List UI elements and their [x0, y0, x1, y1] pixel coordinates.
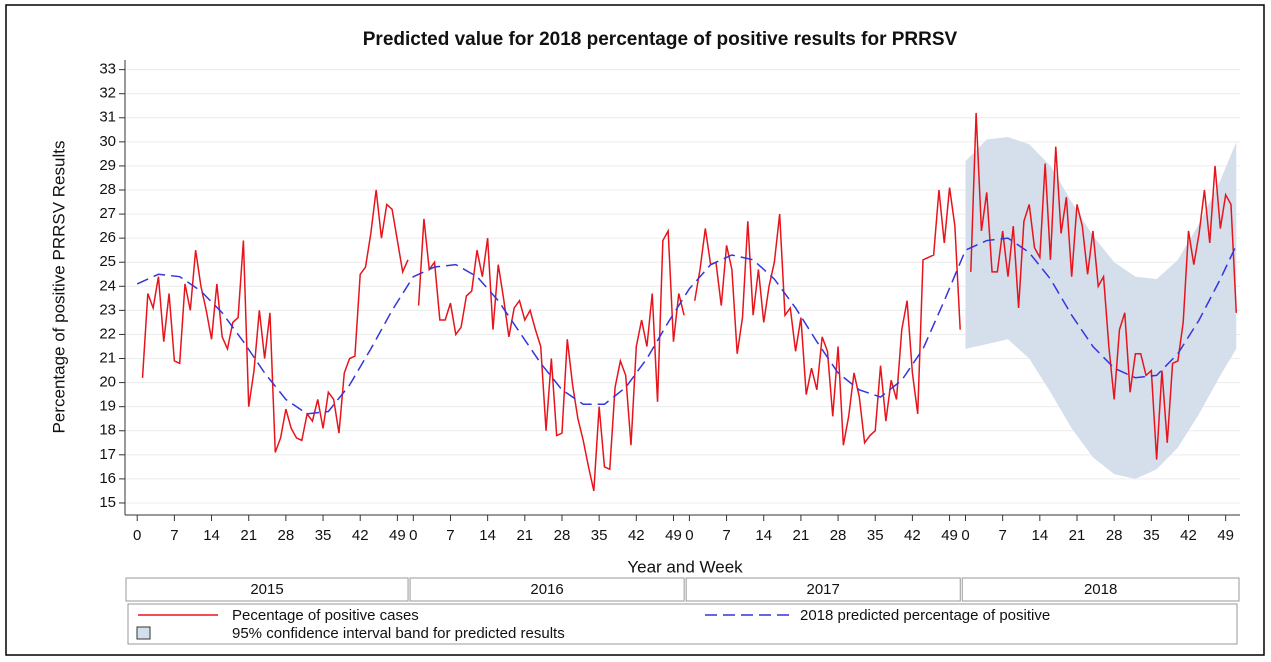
x-tick-label: 42: [352, 527, 369, 544]
x-tick-label: 35: [1143, 527, 1160, 544]
x-tick-label: 49: [1217, 527, 1234, 544]
x-tick-label: 21: [793, 527, 810, 544]
y-tick-label: 26: [99, 229, 116, 246]
x-group-box: [685, 577, 961, 602]
x-tick-label: 14: [479, 527, 496, 544]
y-tick-label: 33: [99, 61, 116, 78]
x-tick-label: 14: [203, 527, 220, 544]
x-tick-label: 28: [1106, 527, 1123, 544]
x-tick-label: 42: [628, 527, 645, 544]
x-tick-label: 7: [722, 527, 730, 544]
x-tick-label: 14: [755, 527, 772, 544]
y-tick-label: 19: [99, 398, 116, 415]
x-tick-label: 42: [904, 527, 921, 544]
y-tick-label: 27: [99, 205, 116, 222]
x-tick-label: 0: [685, 527, 693, 544]
y-tick-label: 20: [99, 374, 116, 391]
x-tick-label: 0: [409, 527, 417, 544]
x-group-label: 2015: [250, 581, 283, 598]
confidence-band: [965, 137, 1237, 479]
legend-label: 2018 predicted percentage of positive: [800, 607, 1050, 624]
y-tick-label: 31: [99, 109, 116, 126]
x-tick-label: 42: [1180, 527, 1197, 544]
legend-swatch: [136, 626, 151, 640]
y-tick-label: 29: [99, 157, 116, 174]
legend-box: [127, 603, 1238, 645]
legend-label: 95% confidence interval band for predict…: [232, 625, 565, 642]
x-tick-label: 21: [516, 527, 533, 544]
x-tick-label: 35: [867, 527, 884, 544]
y-tick-label: 32: [99, 85, 116, 102]
x-group-label: 2018: [1084, 581, 1117, 598]
x-tick-label: 49: [665, 527, 682, 544]
y-tick-label: 25: [99, 253, 116, 270]
legend-label: Pecentage of positive cases: [232, 607, 419, 624]
x-tick-label: 0: [133, 527, 141, 544]
y-tick-label: 30: [99, 133, 116, 150]
chart-border: [5, 4, 1265, 656]
y-tick-label: 18: [99, 422, 116, 439]
x-group-box: [961, 577, 1240, 602]
x-tick-label: 28: [554, 527, 571, 544]
x-tick-label: 49: [389, 527, 406, 544]
series-line: [136, 237, 1237, 415]
y-tick-label: 17: [99, 446, 116, 463]
y-tick-label: 22: [99, 325, 116, 342]
y-tick-label: 23: [99, 301, 116, 318]
chart-title: Predicted value for 2018 percentage of p…: [363, 29, 958, 50]
x-tick-label: 28: [830, 527, 847, 544]
x-tick-label: 7: [998, 527, 1006, 544]
y-tick-label: 21: [99, 349, 116, 366]
x-tick-label: 49: [941, 527, 958, 544]
x-group-box: [125, 577, 409, 602]
x-tick-label: 14: [1031, 527, 1048, 544]
x-tick-label: 35: [315, 527, 332, 544]
y-tick-label: 15: [99, 494, 116, 511]
y-tick-label: 24: [99, 277, 116, 294]
x-group-label: 2016: [530, 581, 563, 598]
series-line: [141, 112, 1238, 492]
x-tick-label: 7: [446, 527, 454, 544]
x-axis-label: Year and Week: [627, 557, 743, 576]
y-tick-label: 16: [99, 470, 116, 487]
x-group-box: [409, 577, 685, 602]
x-tick-label: 21: [240, 527, 257, 544]
x-tick-label: 0: [961, 527, 969, 544]
y-axis-label: Percentage of positive PRRSV Results: [49, 141, 68, 434]
x-tick-label: 7: [170, 527, 178, 544]
x-tick-label: 35: [591, 527, 608, 544]
x-group-label: 2017: [807, 581, 840, 598]
y-tick-label: 28: [99, 181, 116, 198]
x-tick-label: 21: [1069, 527, 1086, 544]
x-tick-label: 28: [278, 527, 295, 544]
